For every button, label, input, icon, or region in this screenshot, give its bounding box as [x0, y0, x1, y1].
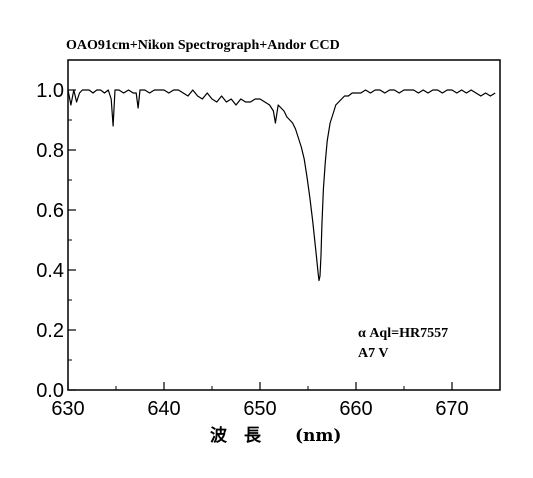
x-tick-label: 650: [243, 398, 276, 420]
spectral-type-annotation: A7 V: [358, 346, 388, 361]
chart-title: OAO91cm+Nikon Spectrograph+Andor CCD: [66, 38, 340, 53]
y-tick-label: 0.6: [36, 200, 64, 222]
y-tick-label: 0.0: [36, 380, 64, 402]
y-tick-label: 1.0: [36, 80, 64, 102]
axis-ticks: 630 640 650 660 670 0.0 0.2 0.4 0.6 0.8 1.0: [36, 80, 469, 420]
x-tick-label: 630: [51, 398, 84, 420]
spectrum-line: [67, 89, 496, 282]
plot-frame: [67, 59, 501, 391]
x-tick-label: 660: [339, 398, 372, 420]
y-tick-label: 0.4: [36, 260, 64, 282]
y-tick-label: 0.2: [36, 320, 64, 342]
star-annotation: α Aql=HR7557: [358, 326, 448, 341]
x-tick-label: 670: [435, 398, 468, 420]
y-tick-label: 0.8: [36, 140, 64, 162]
x-tick-label: 640: [147, 398, 180, 420]
x-axis-label: 波 長 (nm): [210, 425, 341, 446]
